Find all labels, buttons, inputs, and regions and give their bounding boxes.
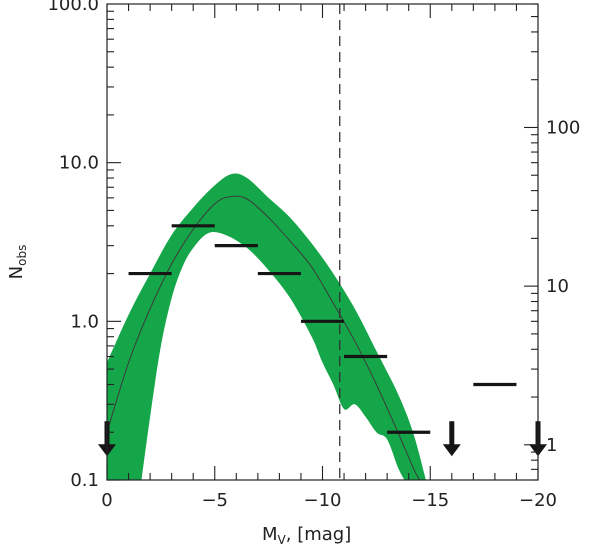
y-axis-label: Nobs [6,245,29,280]
ticks: 0 −5 −10 −15 −20 0.1 1.0 10.0 100.0 1 10 100 [47,0,580,511]
model-line [107,195,420,480]
prediction-band-area [107,173,426,480]
x-tick-label: −5 [201,490,228,511]
y-tick-label: 100.0 [47,0,99,15]
upper-limits [98,421,547,457]
y-tick-label: 0.1 [70,470,99,491]
upper-limit-arrow [442,421,461,457]
x-tick-label: −15 [411,490,449,511]
right-tick-label: 10 [546,276,569,297]
prediction-band [107,173,426,480]
model-curve [107,195,420,480]
right-tick-label: 1 [546,435,557,456]
x-tick-label: −20 [519,490,557,511]
x-tick-label: 0 [101,490,112,511]
right-tick-label: 100 [546,117,580,138]
y-tick-label: 1.0 [70,311,99,332]
observed-bins [128,224,517,434]
x-tick-label: −10 [304,490,342,511]
y-tick-label: 10.0 [59,153,99,174]
x-axis-label: MV, [mag] [262,524,351,547]
